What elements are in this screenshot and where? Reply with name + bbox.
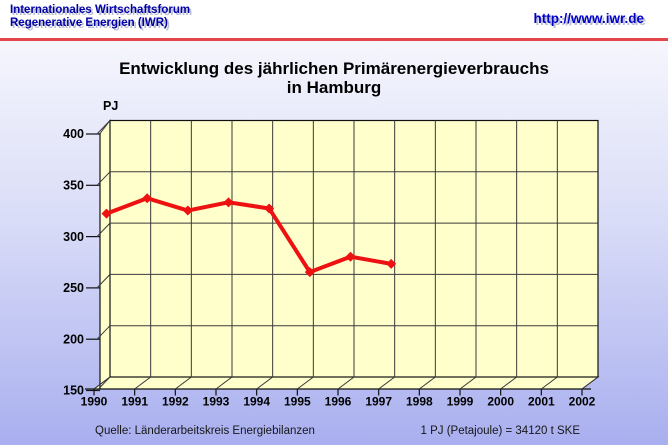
x-depth-connector — [297, 376, 314, 390]
x-tick-label: 2002 — [569, 395, 596, 409]
x-tick-label: 1999 — [447, 395, 474, 409]
website-link[interactable]: http://www.iwr.de — [533, 11, 645, 26]
y-depth-connector — [96, 274, 111, 289]
x-depth-connector — [500, 376, 517, 390]
org-name-line1: Internationales Wirtschaftsforum — [10, 4, 191, 16]
x-depth-connector — [256, 376, 273, 390]
x-tick-label: 1990 — [81, 395, 108, 409]
x-depth-connector — [175, 376, 192, 390]
y-axis-unit-label: PJ — [103, 99, 119, 113]
chart-title-line1: Entwicklung des jährlichen Primärenergie… — [119, 59, 549, 78]
y-tick-label: 150 — [63, 384, 84, 398]
y-depth-connector — [96, 171, 111, 186]
x-depth-connector — [378, 376, 395, 390]
y-tick-label: 350 — [63, 179, 84, 193]
x-tick-label: 2001 — [528, 395, 555, 409]
x-tick-label: 1991 — [121, 395, 148, 409]
x-tick-label: 1994 — [243, 395, 270, 409]
y-depth-connector — [96, 222, 111, 237]
x-depth-connector — [215, 376, 233, 390]
chart-title-line2: in Hamburg — [286, 77, 382, 97]
org-name: Internationales Wirtschaftsforum Regener… — [10, 4, 190, 30]
x-tick-label: 1996 — [325, 395, 352, 409]
data-point-marker — [142, 193, 153, 204]
header-divider — [0, 38, 668, 41]
org-name-line2: Regenerative Energien (IWR) — [10, 17, 168, 29]
unit-conversion-note: 1 PJ (Petajoule) = 34120 t SKE — [420, 425, 580, 437]
header-bar: Internationales Wirtschaftsforum Regener… — [0, 0, 668, 38]
data-point-marker — [304, 267, 315, 278]
y-tick-label: 400 — [63, 127, 84, 141]
chart-title: Entwicklung des jährlichen Primärenergie… — [0, 59, 668, 97]
y-depth-connector — [96, 376, 111, 391]
data-point-marker — [182, 205, 193, 216]
y-tick-label: 200 — [63, 332, 84, 346]
data-point-marker — [264, 203, 275, 214]
x-depth-connector — [541, 376, 558, 390]
x-depth-connector — [134, 376, 151, 390]
y-tick-label: 250 — [63, 281, 84, 295]
x-tick-label: 1997 — [365, 395, 392, 409]
x-tick-label: 1992 — [162, 395, 189, 409]
side-wall — [99, 119, 111, 391]
y-depth-connector — [96, 325, 111, 340]
data-point-marker — [101, 208, 112, 219]
x-tick-label: 1993 — [203, 395, 230, 409]
x-tick-label: 1998 — [406, 395, 433, 409]
x-depth-connector — [93, 376, 111, 390]
data-point-marker — [223, 197, 234, 208]
x-tick-label: 1995 — [284, 395, 311, 409]
data-point-marker — [386, 258, 397, 269]
x-depth-connector — [459, 376, 477, 390]
data-line — [105, 196, 392, 275]
y-depth-connector — [96, 120, 111, 135]
x-tick-label: 2000 — [487, 395, 514, 409]
x-depth-connector — [419, 376, 436, 390]
source-note: Quelle: Länderarbeitskreis Energiebilanz… — [95, 425, 315, 437]
x-depth-connector — [581, 376, 599, 390]
y-tick-label: 300 — [63, 230, 84, 244]
data-point-marker — [345, 251, 356, 262]
x-depth-connector — [337, 376, 355, 390]
